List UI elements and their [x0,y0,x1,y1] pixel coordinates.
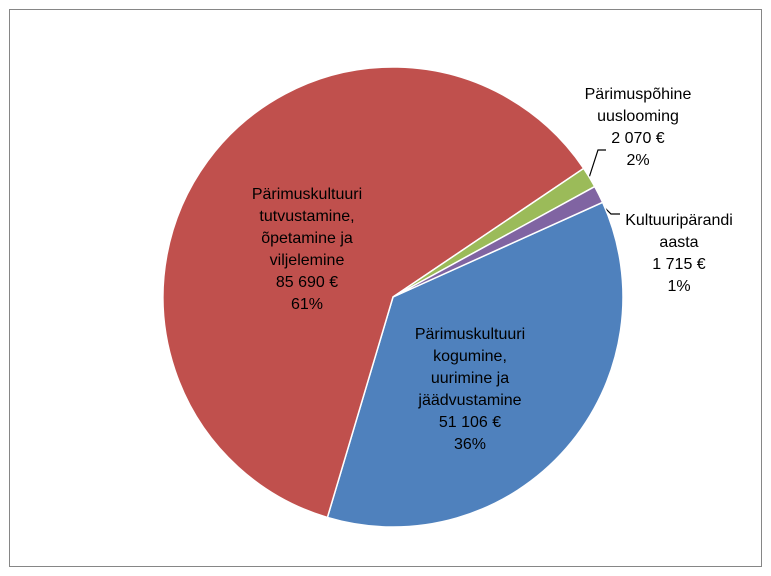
category-label: tutvustamine, [259,208,354,225]
pie-slice [162,66,585,519]
category-label: uuslooming [597,108,679,125]
category-label: Pärimuskultuuri [252,186,362,203]
leader-line [586,149,606,185]
category-label: Kultuuripärandi [625,212,733,229]
value-label: 51 106 € [439,414,501,431]
percent-label: 2% [626,152,649,169]
percent-label: 61% [291,296,323,313]
category-label: Pärimuspõhine [585,86,692,103]
value-label: 1 715 € [652,256,705,273]
category-label: uurimine ja [431,370,509,387]
category-label: viljelemine [270,252,345,269]
category-label: Pärimuskultuuri [415,326,525,343]
percent-label: 1% [667,278,690,295]
category-label: jäädvustamine [417,392,521,409]
pie-slice [326,201,624,528]
pie-slice [392,185,604,298]
labels: Pärimuskultuuri kogumine, uurimine ja jäädv… [252,86,733,453]
pie [162,66,624,528]
value-label: 85 690 € [276,274,338,291]
value-label: 2 070 € [611,130,664,147]
category-label: aasta [659,234,698,251]
category-label: kogumine, [433,348,507,365]
category-label: õpetamine ja [261,230,353,247]
percent-label: 36% [454,436,486,453]
